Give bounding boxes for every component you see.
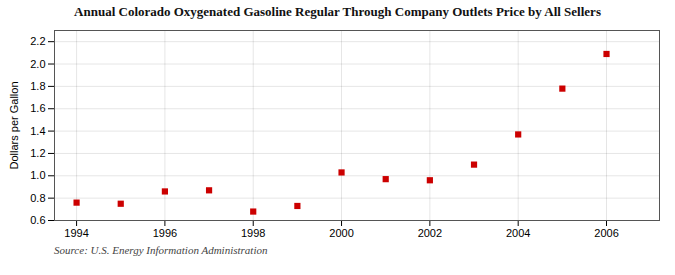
svg-text:2.0: 2.0 bbox=[30, 58, 45, 70]
svg-text:2.2: 2.2 bbox=[30, 35, 45, 47]
svg-text:1.2: 1.2 bbox=[30, 147, 45, 159]
svg-text:2004: 2004 bbox=[506, 227, 530, 239]
svg-text:1998: 1998 bbox=[241, 227, 265, 239]
svg-text:1996: 1996 bbox=[153, 227, 177, 239]
svg-text:1.6: 1.6 bbox=[30, 102, 45, 114]
svg-text:Dollars per Gallon: Dollars per Gallon bbox=[8, 81, 20, 169]
svg-text:1.4: 1.4 bbox=[30, 125, 45, 137]
svg-text:2002: 2002 bbox=[418, 227, 442, 239]
svg-text:0.6: 0.6 bbox=[30, 214, 45, 226]
html-text:Annual Colorado Oxygenated Gas: Annual Colorado Oxygenated Gasoline Regu… bbox=[74, 4, 601, 19]
svg-text:1.8: 1.8 bbox=[30, 80, 45, 92]
svg-text:2006: 2006 bbox=[594, 227, 618, 239]
svg-text:2000: 2000 bbox=[329, 227, 353, 239]
svg-text:1.0: 1.0 bbox=[30, 169, 45, 181]
svg-text:0.8: 0.8 bbox=[30, 192, 45, 204]
html-text:Source: U.S. Energy Informatio: Source: U.S. Energy Information Administ… bbox=[54, 244, 268, 256]
svg-text:1994: 1994 bbox=[64, 227, 88, 239]
